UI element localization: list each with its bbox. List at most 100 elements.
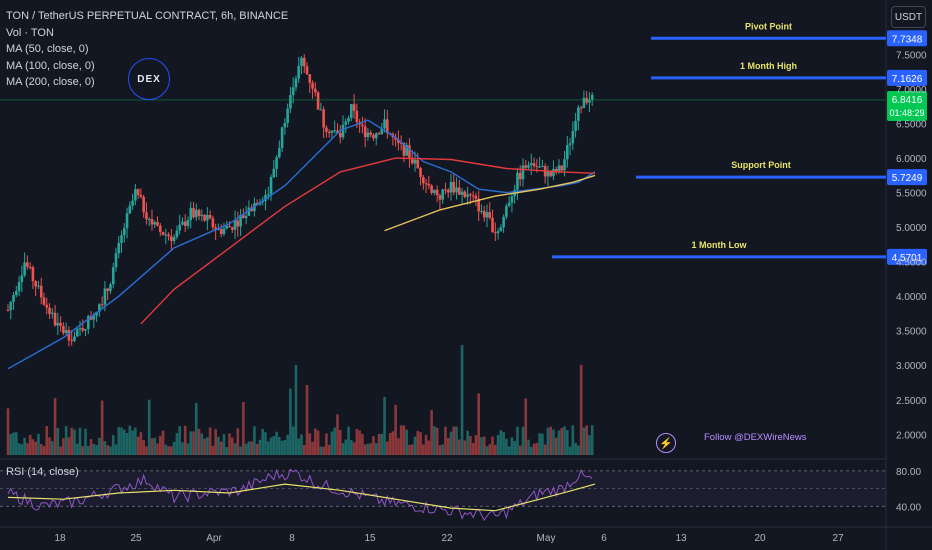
volume-bar	[178, 426, 181, 455]
candle-body	[571, 130, 575, 144]
volume-bar	[48, 437, 51, 455]
candle-body	[319, 109, 323, 111]
volume-bar	[92, 443, 96, 455]
currency-button[interactable]: USDT	[891, 6, 926, 28]
volume-bar	[568, 446, 572, 455]
volume-bar	[430, 410, 433, 455]
candle-body	[9, 301, 13, 311]
candle-body	[153, 222, 157, 225]
volume-bar	[291, 426, 295, 455]
candle-body	[15, 291, 18, 295]
rsi-label: RSI (14, close)	[6, 466, 79, 478]
candle-body	[408, 145, 411, 159]
volume-bar	[347, 426, 350, 455]
volume-bar	[217, 436, 220, 455]
candle-body	[186, 220, 190, 226]
candle-body	[397, 139, 400, 143]
volume-bar	[181, 442, 184, 455]
volume-bar	[529, 446, 533, 455]
candle-body	[178, 224, 181, 231]
candle-body	[344, 121, 348, 125]
volume-bar	[75, 443, 79, 455]
candle-body	[352, 104, 356, 111]
volume-bar	[6, 408, 10, 455]
volume-bar	[466, 430, 469, 455]
volume-bar	[435, 427, 439, 455]
candle-body	[89, 316, 93, 320]
candle-body	[518, 172, 522, 180]
candle-body	[394, 137, 397, 140]
volume-bar	[355, 429, 359, 455]
volume-bar	[261, 429, 265, 455]
volume-bar	[463, 440, 467, 455]
volume-bar	[338, 430, 342, 455]
candle-body	[579, 107, 583, 109]
candle-body	[474, 195, 478, 199]
x-tick-label: 6	[601, 533, 607, 544]
candle-body	[23, 262, 26, 276]
candle-body	[372, 134, 375, 139]
volume-bar	[416, 430, 420, 455]
candle-body	[111, 267, 115, 285]
volume-bar	[258, 439, 262, 455]
volume-bar	[491, 436, 494, 455]
candle-body	[441, 189, 444, 200]
candle-body	[161, 231, 165, 236]
candle-body	[366, 132, 370, 138]
x-tick-label: 15	[364, 533, 376, 544]
volume-bar	[494, 444, 497, 455]
volume-bar	[222, 434, 226, 455]
volume-bar	[45, 425, 49, 455]
level-price-tag	[887, 248, 927, 265]
volume-bar	[582, 427, 586, 455]
candle-body	[568, 143, 572, 146]
candle-body	[477, 198, 480, 212]
volume-bar	[9, 434, 13, 455]
volume-bar	[374, 443, 378, 455]
candle-body	[150, 219, 154, 225]
volume-bar	[427, 440, 431, 455]
y-tick-label: 5.5000	[896, 189, 927, 200]
volume-bar	[444, 426, 447, 455]
candle-body	[532, 163, 536, 167]
volume-bar	[419, 432, 422, 455]
ma200-line	[384, 174, 596, 232]
candle-body	[494, 232, 497, 234]
volume-bar	[460, 345, 464, 455]
volume-bar	[53, 398, 57, 455]
volume-bar	[17, 443, 21, 455]
candle-body	[53, 312, 57, 326]
volume-bar	[300, 434, 303, 455]
volume-bar	[314, 428, 317, 455]
lightning-icon[interactable]: ⚡	[656, 433, 676, 453]
volume-bar	[502, 432, 505, 455]
volume-bar	[106, 445, 109, 455]
volume-bar	[438, 445, 442, 455]
candle-body	[455, 187, 458, 193]
volume-bar	[264, 432, 267, 455]
candle-body	[424, 183, 428, 185]
volume-bar	[250, 441, 253, 455]
volume-bar	[23, 437, 26, 455]
y-tick-label: 7.0000	[896, 85, 927, 96]
volume-bar	[505, 438, 508, 455]
candle-body	[316, 92, 320, 110]
volume-bar	[541, 433, 544, 455]
candle-body	[294, 78, 298, 88]
current-price-tag	[887, 90, 927, 121]
dex-logo: DEX	[128, 58, 170, 100]
candle-body	[278, 147, 281, 158]
volume-bar	[39, 444, 43, 455]
volume-bar	[408, 444, 411, 455]
volume-bar	[482, 436, 486, 455]
candle-body	[521, 165, 525, 180]
volume-bar	[278, 437, 281, 455]
candle-body	[336, 130, 339, 134]
candle-body	[170, 236, 173, 241]
candle-body	[125, 213, 129, 229]
volume-bar	[350, 440, 353, 455]
level-price-tag	[887, 169, 927, 186]
volume-bar	[142, 440, 145, 455]
volume-bar	[516, 426, 519, 455]
